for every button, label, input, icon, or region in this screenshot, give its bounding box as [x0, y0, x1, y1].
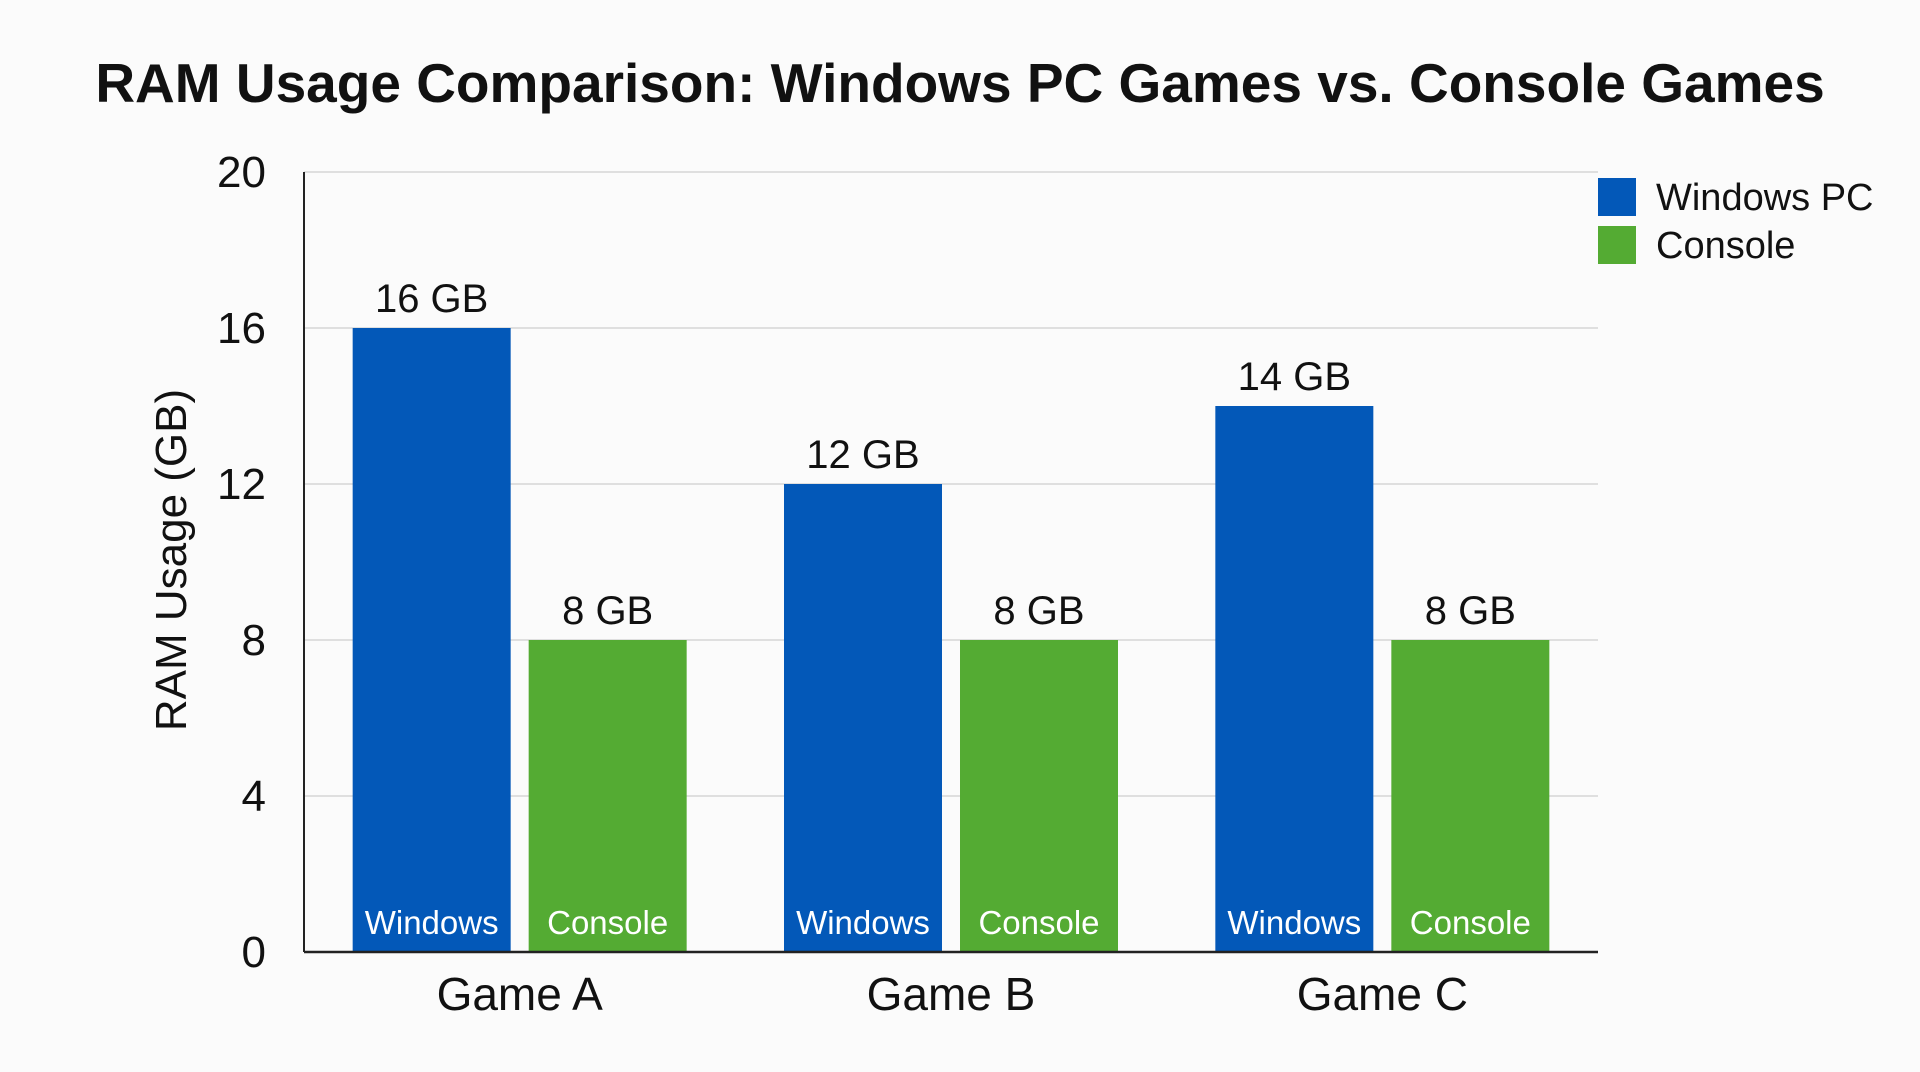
axes [303, 172, 1598, 954]
legend-label: Console [1656, 225, 1795, 267]
y-axis-ticks: 0 4 8 12 16 20 [217, 148, 266, 977]
bar [1391, 640, 1550, 952]
bar-inner-label: Windows [365, 904, 499, 941]
bar [1215, 406, 1374, 952]
data-label: 8 GB [562, 589, 653, 633]
bar [528, 640, 687, 952]
y-tick-label: 16 [217, 304, 266, 353]
legend: Windows PC Console [1598, 177, 1874, 267]
x-axis-categories: Game A Game B Game C [437, 968, 1468, 1020]
x-tick-label: Game A [437, 968, 604, 1020]
data-label: 8 GB [993, 589, 1084, 633]
y-tick-label: 12 [217, 460, 266, 509]
y-tick-label: 8 [242, 616, 266, 665]
bars: 16 GB Windows 8 GB Console 12 GB Windows 8 GB C… [352, 277, 1550, 952]
y-tick-label: 0 [242, 928, 266, 977]
x-tick-label: Game C [1297, 968, 1468, 1020]
y-tick-label: 4 [242, 772, 266, 821]
x-tick-label: Game B [867, 968, 1036, 1020]
bar-inner-label: Console [978, 904, 1099, 941]
bar [960, 640, 1118, 952]
y-tick-label: 20 [217, 148, 266, 197]
bar [352, 328, 511, 952]
chart-title: RAM Usage Comparison: Windows PC Games v… [95, 52, 1824, 114]
data-label: 12 GB [806, 433, 919, 477]
data-label: 16 GB [375, 277, 488, 321]
bar-inner-label: Console [547, 904, 668, 941]
bar [784, 484, 942, 952]
bar-inner-label: Windows [1227, 904, 1361, 941]
gridlines [304, 171, 1598, 797]
y-axis-label: RAM Usage (GB) [147, 389, 196, 731]
data-label: 8 GB [1425, 589, 1516, 633]
bar-inner-label: Console [1410, 904, 1531, 941]
legend-swatch [1598, 226, 1636, 264]
legend-label: Windows PC [1656, 177, 1874, 219]
bar-inner-label: Windows [796, 904, 930, 941]
legend-swatch [1598, 178, 1636, 216]
data-label: 14 GB [1238, 355, 1351, 399]
